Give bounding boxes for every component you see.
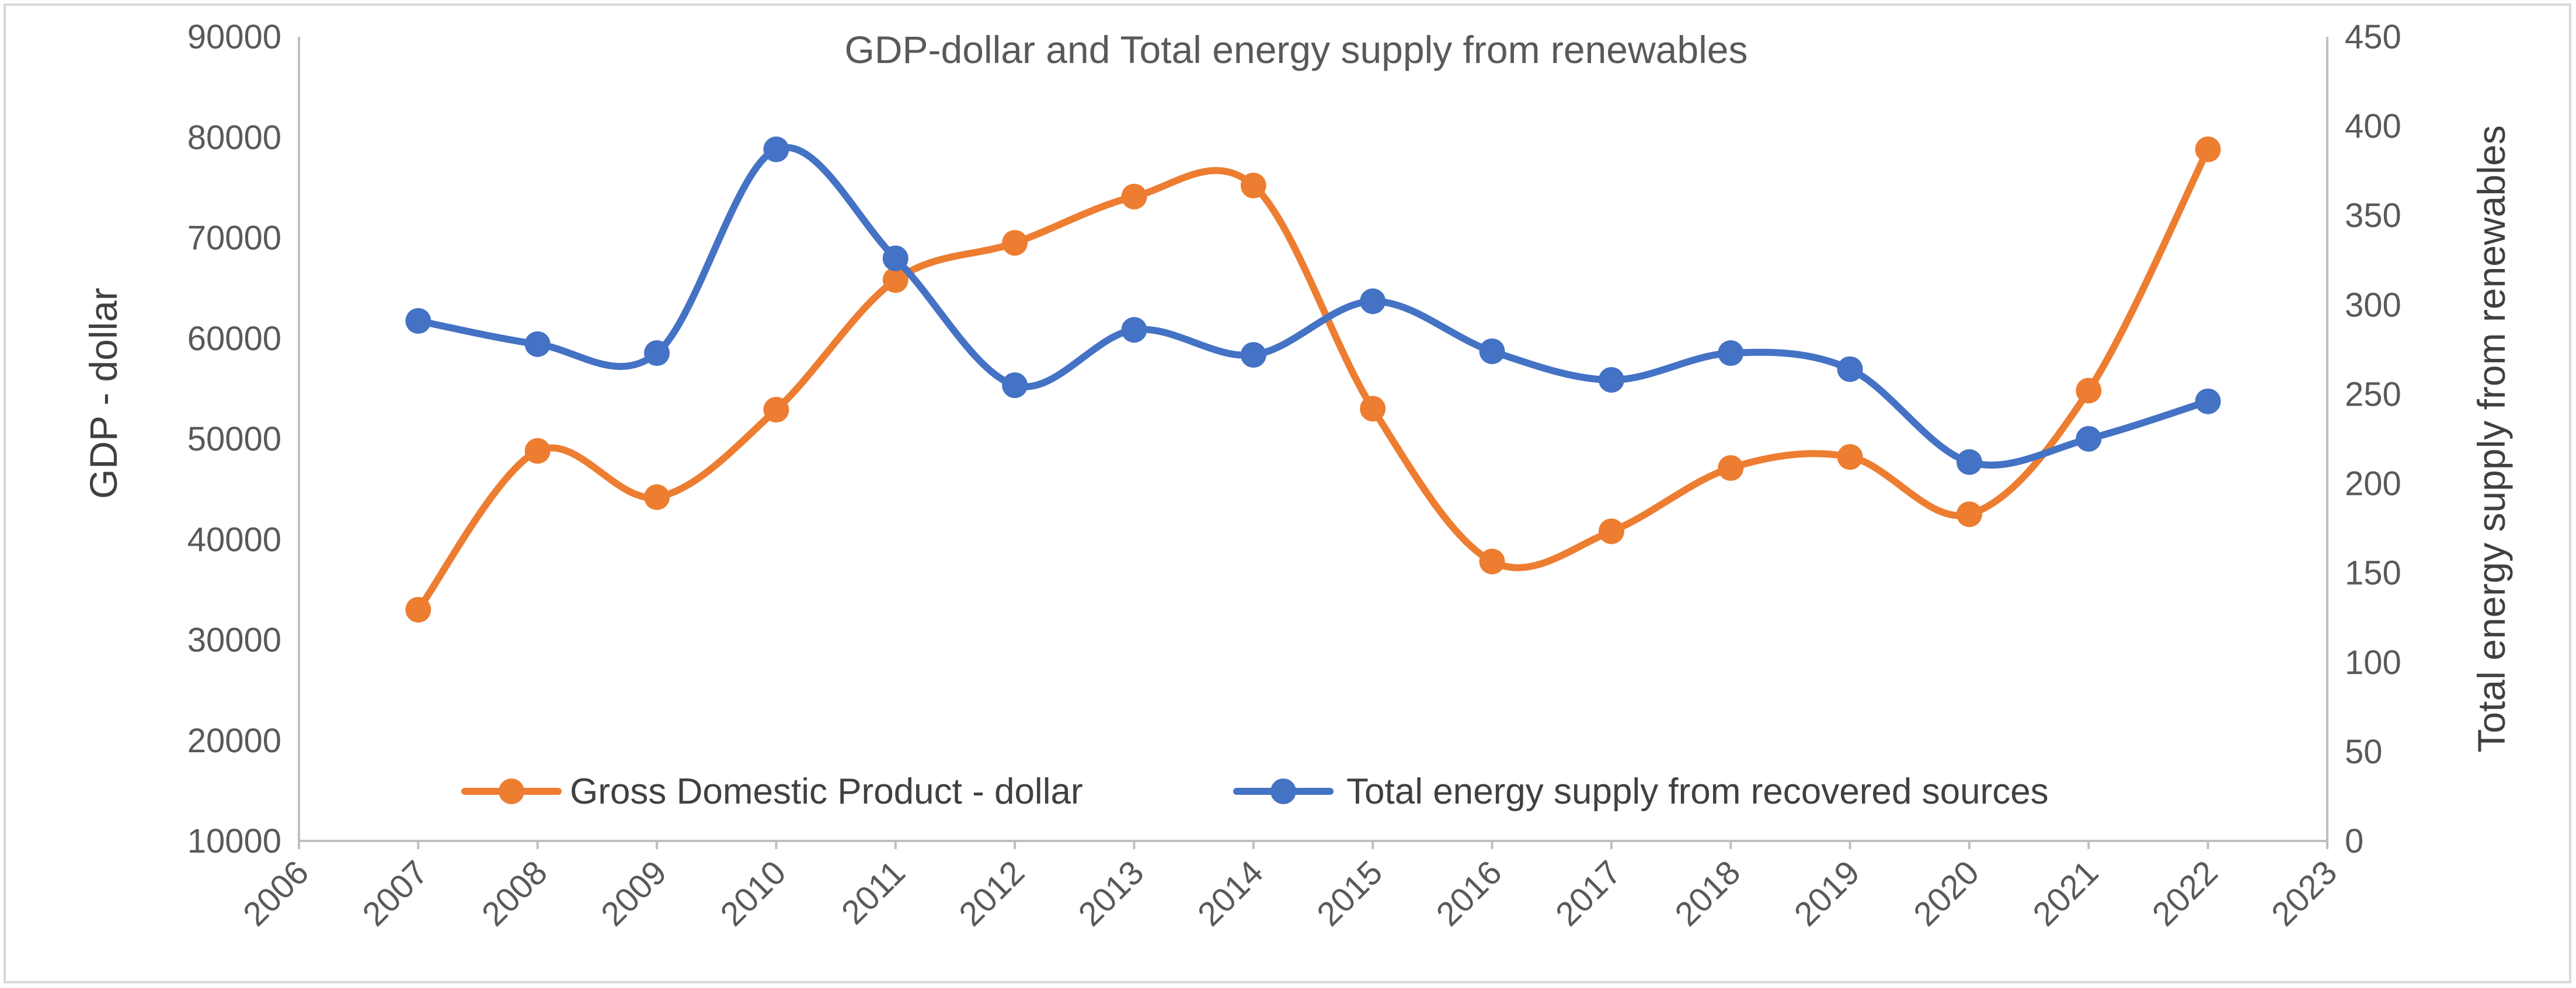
y-tick-label: 10000	[187, 822, 281, 860]
y2-tick-label: 100	[2345, 644, 2401, 682]
legend-item-gdp: Gross Domestic Product - dollar	[461, 771, 1083, 812]
legend-item-energy: Total energy supply from recovered sourc…	[1233, 771, 2049, 812]
y-tick-label: 90000	[187, 18, 281, 56]
data-point-energy	[1360, 288, 1386, 315]
legend: Gross Domestic Product - dollar Total en…	[461, 771, 2049, 812]
data-point-energy	[882, 245, 908, 271]
x-tick-label: 2006	[236, 853, 316, 933]
y-tick-label: 60000	[187, 320, 281, 358]
data-point-gdp	[524, 438, 551, 464]
data-point-energy	[1598, 366, 1624, 393]
data-point-energy	[2195, 388, 2221, 414]
x-tick-label: 2013	[1071, 853, 1151, 933]
x-tick-label: 2007	[355, 853, 435, 933]
data-point-gdp	[1360, 396, 1386, 422]
data-point-gdp	[1956, 501, 1982, 528]
series-line-gdp	[415, 145, 2212, 613]
y2-tick-label: 400	[2345, 107, 2401, 145]
data-point-gdp	[882, 267, 908, 293]
data-point-gdp	[1718, 455, 1744, 481]
x-tick-label: 2016	[1429, 853, 1509, 933]
y2-tick-label: 300	[2345, 286, 2401, 324]
x-tick-label: 2017	[1548, 853, 1628, 933]
chart-title: GDP-dollar and Total energy supply from …	[845, 28, 1748, 71]
data-point-gdp	[405, 596, 431, 623]
y2-tick-label: 250	[2345, 375, 2401, 413]
y2-tick-label: 50	[2345, 733, 2383, 771]
chart-frame	[4, 4, 2571, 983]
data-point-gdp	[1479, 549, 1505, 575]
data-point-energy	[1479, 338, 1505, 364]
data-point-energy	[2076, 426, 2102, 452]
data-point-gdp	[1598, 518, 1624, 544]
y2-axis-title: Total energy supply from renewables	[2470, 125, 2513, 753]
x-tick-label: 2011	[834, 853, 913, 931]
data-point-gdp	[2076, 378, 2102, 404]
data-point-gdp	[1837, 444, 1863, 470]
y2-tick-labels: 0 50 100 150 200 250 300 350 400 450	[2345, 18, 2401, 860]
y-axis-title: GDP - dollar	[82, 288, 125, 499]
y2-tick-label: 0	[2345, 822, 2363, 860]
y-tick-label: 40000	[187, 521, 281, 558]
legend-label-gdp: Gross Domestic Product - dollar	[570, 771, 1083, 812]
data-point-energy	[1718, 340, 1744, 366]
data-point-energy	[524, 331, 551, 357]
x-tick-label: 2020	[1906, 853, 1986, 933]
x-tick-label: 2023	[2264, 853, 2344, 933]
data-point-energy	[763, 136, 789, 162]
series-layer	[405, 136, 2221, 623]
legend-swatch-gdp-marker	[499, 778, 524, 804]
x-tick-label: 2015	[1310, 853, 1390, 933]
data-point-energy	[1240, 342, 1266, 368]
x-tick-label: 2008	[475, 853, 555, 933]
y-tick-label: 80000	[187, 118, 281, 156]
y2-tick-label: 350	[2345, 197, 2401, 235]
legend-label-energy: Total energy supply from recovered sourc…	[1346, 771, 2049, 812]
data-point-energy	[1121, 317, 1147, 343]
legend-swatch-energy-marker	[1270, 778, 1296, 804]
data-point-energy	[1837, 356, 1863, 382]
data-point-gdp	[763, 397, 789, 423]
x-tick-label: 2018	[1668, 853, 1747, 933]
x-tick-labels: 2006 2007 2008 2009 2010 2011 2012 2013 2014 2015…	[236, 841, 2344, 933]
data-point-energy	[644, 340, 670, 366]
x-tick-label: 2014	[1190, 853, 1270, 933]
data-point-energy	[405, 308, 431, 334]
x-tick-label: 2022	[2145, 853, 2225, 933]
x-tick-label: 2009	[594, 853, 674, 933]
y-tick-label: 70000	[187, 219, 281, 257]
data-point-gdp	[644, 484, 670, 510]
data-point-gdp	[1240, 172, 1266, 198]
data-point-gdp	[2195, 136, 2221, 162]
y-tick-label: 30000	[187, 622, 281, 659]
series-line-energy	[415, 144, 2212, 469]
y-tick-label: 20000	[187, 722, 281, 760]
y2-tick-label: 200	[2345, 465, 2401, 503]
data-point-energy	[1002, 372, 1028, 399]
y-tick-labels: 10000 20000 30000 40000 50000 60000 70000 80000…	[187, 18, 281, 860]
y-tick-label: 50000	[187, 420, 281, 458]
x-tick-label: 2021	[2025, 853, 2105, 933]
data-point-energy	[1956, 449, 1982, 475]
data-point-gdp	[1121, 183, 1147, 210]
x-tick-label: 2012	[952, 853, 1032, 933]
x-tick-label: 2010	[713, 853, 793, 933]
y2-tick-label: 450	[2345, 18, 2401, 56]
data-point-gdp	[1002, 230, 1028, 256]
y2-tick-label: 150	[2345, 554, 2401, 592]
x-tick-label: 2019	[1787, 853, 1867, 933]
